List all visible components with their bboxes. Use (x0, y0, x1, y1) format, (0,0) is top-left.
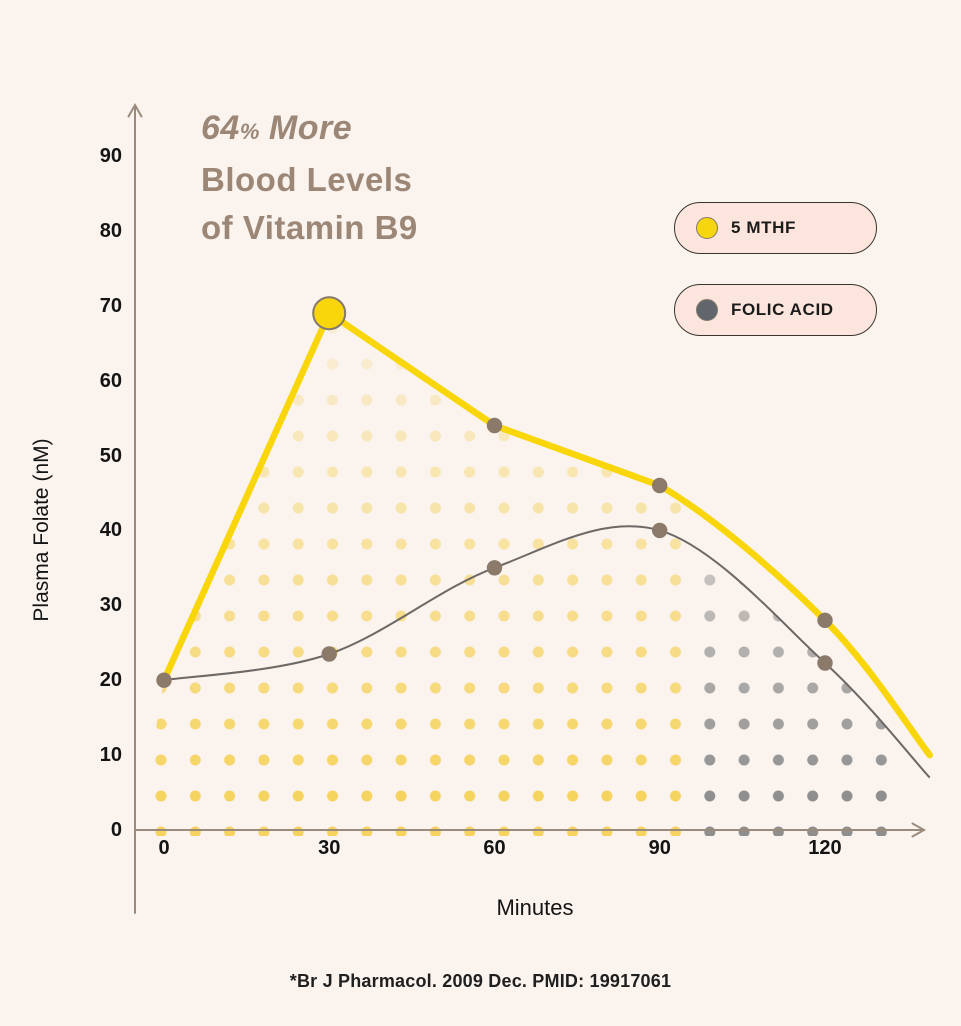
data-point-markers (156, 296, 833, 688)
title-more-word: More (268, 109, 353, 147)
x-tick-label: 30 (318, 837, 341, 859)
y-tick-label: 50 (99, 444, 122, 467)
y-tick-label: 40 (99, 519, 122, 542)
legend-item-folic-acid: FOLIC ACID (674, 284, 877, 336)
chart-title-line1: 64% More (201, 104, 418, 156)
x-tick-label: 0 (158, 837, 170, 859)
folic-acid-point-marker (652, 522, 668, 539)
mthf-point-marker (486, 417, 503, 434)
y-tick-label: 10 (99, 744, 122, 767)
x-tick-label: 60 (483, 837, 506, 859)
folic-acid-point-marker (156, 672, 172, 688)
mthf-line (160, 309, 933, 759)
x-axis-arrow-icon (911, 822, 927, 838)
chart-title-line3: of Vitamin B9 (201, 209, 418, 246)
folic-acid-curve (163, 525, 931, 779)
legend-label-folic-acid: FOLIC ACID (731, 300, 834, 319)
title-number: 64 (201, 109, 240, 147)
y-tick-label: 60 (99, 369, 122, 392)
source-footnote: *Br J Pharmacol. 2009 Dec. PMID: 1991706… (289, 971, 672, 991)
legend-dot-5mthf-icon (696, 217, 718, 239)
axes (127, 102, 927, 914)
folic-acid-point-marker (817, 655, 833, 671)
mthf-peak-marker (312, 296, 347, 331)
y-tick-label: 0 (110, 819, 122, 841)
y-axis-arrow-icon (127, 102, 143, 118)
y-axis-title: Plasma Folate (nM) (30, 438, 53, 622)
mthf-point-marker (817, 612, 833, 628)
y-tick-label: 20 (99, 669, 122, 692)
y-tick-label: 90 (99, 144, 122, 167)
chart-title-line2: Blood Levels (201, 161, 413, 198)
title-percent-sign: % (239, 119, 260, 144)
y-tick-label: 30 (99, 594, 122, 617)
y-tick-label: 80 (99, 219, 122, 242)
legend-dot-folic-acid-icon (696, 299, 718, 321)
mthf-point-marker (652, 477, 668, 494)
x-tick-label: 90 (648, 837, 671, 859)
x-axis-title: Minutes (496, 895, 574, 920)
legend-label-5mthf: 5 MTHF (731, 218, 796, 237)
x-tick-label: 120 (808, 837, 842, 859)
y-tick-label: 70 (99, 294, 122, 317)
legend-item-5mthf: 5 MTHF (674, 202, 877, 254)
chart-title: 64% More Blood Levels of Vitamin B9 (201, 104, 418, 252)
folic-acid-point-marker (486, 560, 503, 576)
folic-acid-point-marker (321, 646, 337, 662)
